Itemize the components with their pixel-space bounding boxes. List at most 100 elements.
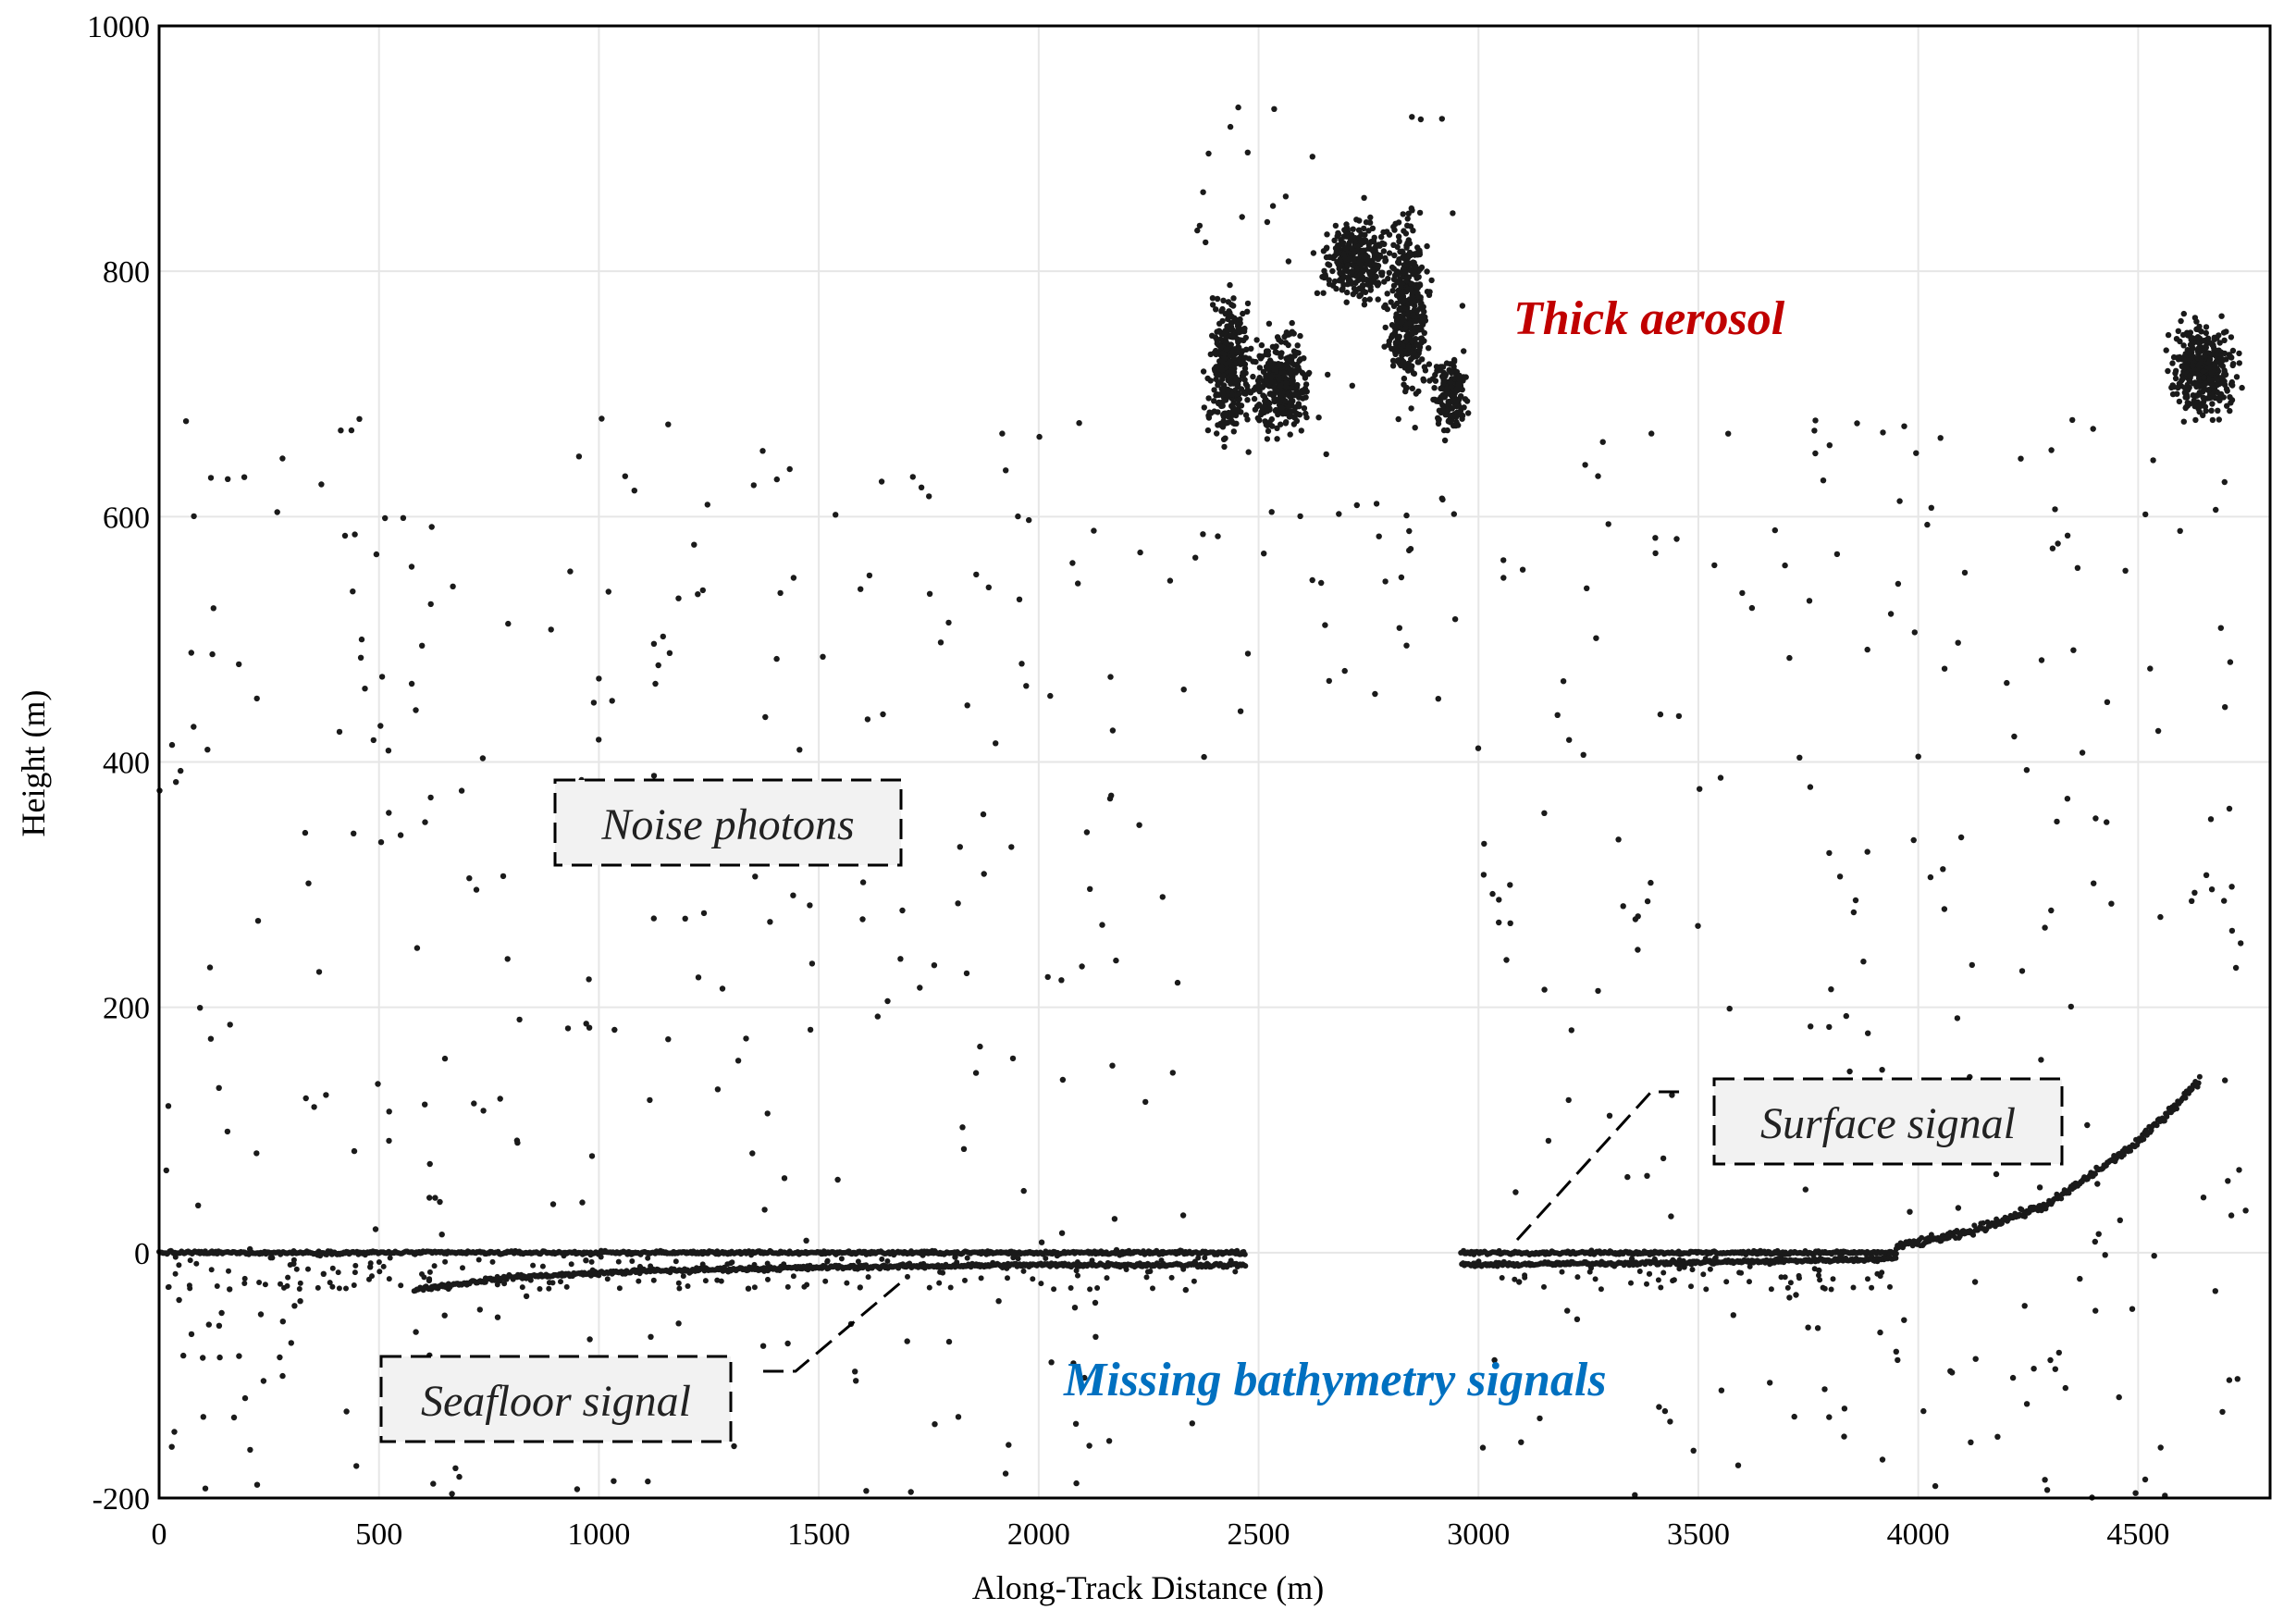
noise-photon [1450, 210, 1456, 217]
surface-photon [604, 1276, 611, 1282]
aerosol-photon [1410, 370, 1417, 377]
aerosol-photon [2215, 407, 2221, 414]
noise-photon [586, 1024, 593, 1031]
noise-photon [191, 724, 197, 730]
aerosol-photon [1363, 219, 1370, 226]
aerosol-photon [1339, 240, 1347, 246]
aerosol-photon [1413, 341, 1420, 348]
aerosol-photon [1343, 299, 1350, 305]
noise-photon [1507, 882, 1513, 888]
noise-photon [191, 513, 197, 520]
aerosol-photon [1389, 363, 1397, 369]
noise-photon [964, 702, 970, 709]
aerosol-photon [1396, 339, 1402, 345]
aerosol-photon [2194, 371, 2202, 378]
noise-photon [1417, 116, 1425, 123]
noise-photon [1786, 654, 1793, 662]
aerosol-photon [1400, 358, 1406, 365]
surface-photon [2161, 1118, 2167, 1124]
noise-photon [2226, 805, 2233, 812]
aerosol-photon [1418, 317, 1425, 324]
aerosol-photon [1329, 282, 1337, 289]
noise-photon [647, 1096, 653, 1104]
surface-photon [1817, 1277, 1823, 1283]
aerosol-photon [1454, 375, 1462, 382]
surface-photon [1980, 1220, 1986, 1226]
aerosol-photon [1356, 234, 1363, 241]
noise-photon [2094, 1181, 2101, 1187]
surface-photon [978, 1275, 984, 1282]
noise-photon [1076, 420, 1082, 427]
noise-photon [1802, 1186, 1809, 1193]
noise-photon [682, 915, 688, 922]
noise-photon [2048, 447, 2055, 453]
noise-photon [1407, 223, 1414, 229]
noise-photon [2227, 659, 2234, 665]
noise-photon [176, 1296, 182, 1304]
surface-photon [172, 1254, 179, 1260]
surface-photon [315, 1284, 321, 1291]
noise-photon [781, 1175, 788, 1182]
aerosol-photon [1404, 286, 1412, 292]
surface-photon [1636, 1269, 1643, 1274]
noise-photon [2072, 1180, 2079, 1187]
noise-photon [382, 514, 389, 522]
noise-photon [2228, 1212, 2235, 1219]
noise-photon [1896, 498, 1903, 504]
noise-photon [714, 1086, 722, 1093]
noise-photon [773, 476, 780, 483]
aerosol-photon [1453, 402, 1460, 410]
noise-photon [645, 1478, 651, 1485]
noise-photon [955, 1414, 962, 1420]
surface-photon [1559, 1269, 1565, 1275]
aerosol-photon [1205, 395, 1212, 402]
noise-photon [796, 747, 803, 753]
aerosol-photon [1445, 399, 1451, 405]
noise-photon [173, 779, 179, 786]
surface-photon [283, 1250, 290, 1257]
noise-photon [762, 713, 769, 721]
aerosol-photon [1441, 437, 1449, 444]
noise-photon [1541, 810, 1548, 816]
aerosol-photon [1236, 396, 1243, 402]
aerosol-photon [1367, 258, 1374, 265]
noise-photon [426, 1277, 433, 1284]
noise-photon [224, 1128, 231, 1135]
aerosol-photon [1265, 352, 1272, 358]
aerosol-photon [1294, 381, 1301, 389]
surface-photon [386, 1276, 392, 1282]
aerosol-photon [1339, 285, 1346, 292]
noise-photon [1439, 496, 1446, 503]
aerosol-photon [1219, 366, 1226, 374]
noise-photon [171, 1429, 178, 1435]
aerosol-photon [1366, 271, 1374, 278]
noise-photon [2104, 819, 2110, 825]
noise-photon [1136, 822, 1142, 828]
aerosol-photon [1386, 269, 1393, 276]
surface-photon [1015, 1256, 1021, 1262]
surface-photon [1094, 1285, 1101, 1291]
noise-photon [377, 723, 384, 729]
aerosol-photon [1253, 358, 1259, 365]
surface-photon [1828, 1286, 1834, 1293]
noise-photon [476, 1306, 483, 1313]
aerosol-photon [1278, 382, 1285, 390]
noise-photon [2150, 457, 2156, 464]
noise-photon [225, 476, 231, 482]
surface-photon [2120, 1152, 2127, 1158]
noise-photon [977, 1043, 983, 1050]
aerosol-photon [2213, 375, 2219, 381]
noise-photon [734, 1058, 742, 1064]
noise-photon [1841, 1405, 1848, 1412]
surface-photon [351, 1282, 357, 1288]
noise-photon [745, 1285, 752, 1292]
aerosol-photon [1361, 302, 1368, 308]
aerosol-photon [1279, 411, 1286, 417]
aerosol-photon [1391, 252, 1398, 259]
aerosol-photon [2205, 387, 2212, 393]
surface-photon [431, 1263, 438, 1269]
surface-photon [305, 1266, 311, 1272]
aerosol-photon [1366, 296, 1374, 303]
noise-photon [699, 587, 706, 594]
surface-photon [636, 1278, 642, 1284]
